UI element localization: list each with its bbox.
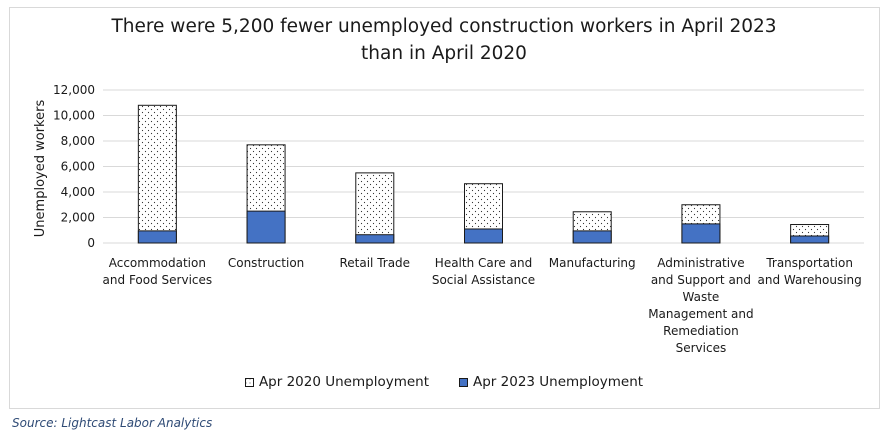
bar-apr-2023 — [355, 234, 395, 244]
y-tick-label: 10,000 — [53, 109, 95, 123]
category-label: Construction — [210, 255, 322, 272]
y-tick-label: 2,000 — [61, 211, 95, 225]
y-tick-label: 0 — [87, 236, 95, 250]
bar-apr-2020 — [355, 172, 395, 244]
category-label-line: Waste — [682, 290, 720, 304]
category-label-line: and Warehousing — [757, 273, 862, 287]
category-label-line: and Food Services — [102, 273, 213, 287]
bar-apr-2023 — [681, 223, 721, 244]
bar-apr-2023 — [137, 230, 177, 244]
category-label-line: Manufacturing — [548, 256, 636, 270]
source-note: Source: Lightcast Labor Analytics — [12, 416, 213, 430]
legend-item-apr-2023: Apr 2023 Unemployment — [459, 374, 643, 390]
category-label: Transportation and Warehousing — [754, 255, 866, 289]
chart-title-line-2: than in April 2020 — [361, 43, 527, 64]
category-label-line: Health Care and — [434, 256, 533, 270]
category-label: Administrative and Support and Waste Manage… — [645, 255, 757, 357]
legend-label-apr-2023: Apr 2023 Unemployment — [473, 374, 644, 390]
category-label: Accommodation and Food Services — [101, 255, 213, 289]
category-label-line: Administrative — [657, 256, 745, 270]
bar-apr-2023 — [246, 210, 286, 244]
bar-apr-2023 — [572, 230, 612, 244]
legend-swatch-apr-2020 — [244, 377, 254, 387]
legend: Apr 2020 Unemployment Apr 2023 Unemploym… — [0, 374, 888, 390]
category-label: Retail Trade — [319, 255, 431, 272]
category-label-line: Construction — [227, 256, 305, 270]
category-label: Manufacturing — [536, 255, 648, 272]
bar-apr-2023 — [464, 228, 503, 244]
y-tick-label: 4,000 — [61, 185, 95, 199]
bar-apr-2023 — [790, 235, 830, 244]
category-label-line: Transportation — [766, 256, 853, 270]
category-label-line: Management and — [648, 307, 754, 321]
chart-title: There were 5,200 fewer unemployed constr… — [0, 13, 888, 67]
chart-title-line-1: There were 5,200 fewer unemployed constr… — [111, 16, 777, 37]
legend-item-apr-2020: Apr 2020 Unemployment — [244, 374, 429, 390]
category-label-line: Retail Trade — [339, 256, 411, 270]
category-label-line: Social Assistance — [431, 273, 536, 287]
category-label: Health Care and Social Assistance — [428, 255, 540, 289]
y-axis-title: Unemployed workers — [33, 100, 48, 238]
legend-label-apr-2020: Apr 2020 Unemployment — [258, 374, 429, 390]
bar-apr-2020 — [137, 104, 177, 244]
category-label-line: and Support and — [650, 273, 752, 287]
y-tick-label: 6,000 — [61, 160, 95, 174]
category-label-line: Services — [675, 341, 727, 355]
y-tick-label: 8,000 — [61, 134, 95, 148]
y-tick-label: 12,000 — [53, 83, 95, 97]
category-label-line: Remediation — [663, 324, 739, 338]
category-label-line: Accommodation — [108, 256, 206, 270]
legend-swatch-apr-2023 — [459, 377, 468, 387]
